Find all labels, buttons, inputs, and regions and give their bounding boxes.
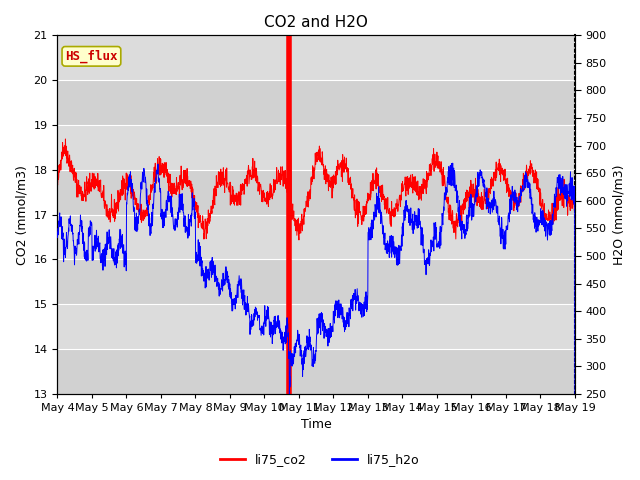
Y-axis label: CO2 (mmol/m3): CO2 (mmol/m3) — [15, 165, 28, 264]
Bar — [58, 80, 575, 125]
Title: CO2 and H2O: CO2 and H2O — [264, 15, 368, 30]
X-axis label: Time: Time — [301, 419, 332, 432]
Bar — [58, 170, 575, 215]
Bar — [58, 349, 575, 394]
Bar — [58, 259, 575, 304]
Text: HS_flux: HS_flux — [65, 49, 118, 63]
Legend: li75_co2, li75_h2o: li75_co2, li75_h2o — [215, 448, 425, 471]
Y-axis label: H2O (mmol/m3): H2O (mmol/m3) — [612, 164, 625, 265]
